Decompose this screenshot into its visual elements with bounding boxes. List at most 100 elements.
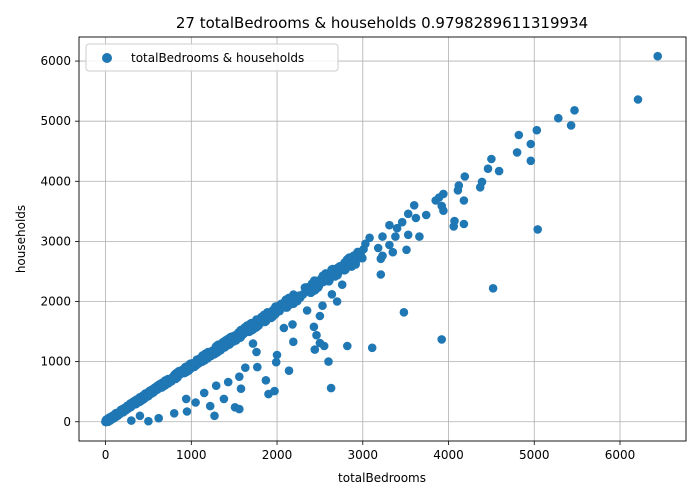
- data-point: [271, 309, 280, 319]
- data-point: [365, 233, 374, 243]
- data-point: [279, 323, 289, 333]
- data-point: [219, 394, 229, 404]
- data-point: [169, 409, 179, 418]
- data-point: [326, 383, 336, 393]
- data-point: [248, 339, 258, 348]
- x-tick-label: 6000: [605, 448, 636, 462]
- data-point: [319, 341, 329, 351]
- data-point: [183, 365, 192, 374]
- x-tick-label: 5000: [519, 448, 550, 462]
- data-point: [343, 341, 352, 351]
- data-point: [302, 306, 312, 315]
- data-point: [307, 279, 317, 288]
- data-point: [298, 290, 308, 299]
- data-point: [284, 366, 294, 376]
- data-point: [397, 217, 407, 227]
- data-point: [135, 411, 145, 421]
- data-point: [334, 265, 344, 274]
- chart-title: 27 totalBedrooms & households 0.97982896…: [176, 14, 588, 32]
- data-point: [315, 311, 325, 321]
- data-point: [289, 294, 299, 304]
- grid-lines: [79, 37, 686, 441]
- data-point: [223, 377, 233, 387]
- y-axis-ticks: 0 1000 2000 3000 4000 5000 6000: [40, 54, 79, 429]
- data-point: [483, 164, 493, 173]
- data-point: [411, 213, 421, 223]
- data-point: [453, 186, 463, 195]
- data-point: [310, 345, 320, 354]
- legend-box: [85, 43, 339, 72]
- data-point: [161, 376, 171, 385]
- data-point: [127, 416, 136, 425]
- data-point: [459, 219, 469, 229]
- data-point: [318, 301, 327, 311]
- data-point: [409, 201, 419, 210]
- data-point: [348, 253, 358, 262]
- data-point: [168, 374, 178, 384]
- x-axis-ticks: 0 1000 2000 3000 4000 5000 6000: [102, 441, 636, 462]
- data-point: [324, 357, 333, 366]
- data-point: [181, 394, 191, 404]
- data-point: [399, 308, 409, 317]
- data-point: [437, 335, 447, 344]
- data-point: [514, 130, 524, 140]
- data-point: [488, 284, 498, 293]
- data-point: [252, 362, 262, 372]
- data-point: [633, 95, 643, 104]
- data-point: [385, 220, 394, 230]
- data-point: [376, 270, 386, 279]
- data-point: [388, 247, 398, 257]
- x-tick-label: 4000: [433, 448, 464, 462]
- y-axis-label: households: [14, 205, 28, 273]
- data-point: [449, 222, 459, 231]
- plot-area-frame: [78, 36, 687, 442]
- data-point: [403, 230, 413, 240]
- y-tick-label: 1000: [40, 355, 71, 369]
- data-point: [261, 376, 271, 385]
- data-point: [191, 398, 200, 407]
- data-point: [376, 254, 386, 264]
- data-point: [252, 321, 261, 330]
- data-point: [319, 271, 329, 281]
- data-point: [653, 51, 662, 61]
- data-point: [312, 330, 321, 340]
- data-point: [359, 244, 368, 254]
- data-point: [314, 278, 324, 288]
- data-point: [475, 183, 485, 192]
- legend: totalBedrooms & households: [85, 43, 339, 72]
- data-point: [236, 384, 246, 394]
- data-point: [378, 232, 387, 241]
- data-point: [289, 337, 298, 347]
- data-points: [101, 51, 662, 427]
- data-point: [532, 125, 542, 135]
- data-point: [211, 381, 221, 391]
- data-point: [252, 347, 261, 357]
- data-point: [101, 417, 111, 427]
- y-tick-label: 4000: [40, 174, 71, 188]
- data-point: [272, 350, 282, 360]
- data-point: [337, 280, 347, 290]
- data-point: [421, 210, 431, 220]
- data-point: [459, 196, 469, 205]
- data-point: [115, 409, 124, 418]
- x-tick-label: 1000: [176, 448, 207, 462]
- data-point: [327, 265, 336, 274]
- y-tick-label: 5000: [40, 114, 71, 128]
- data-point: [327, 290, 337, 299]
- x-tick-label: 3000: [348, 448, 379, 462]
- data-point: [199, 388, 209, 398]
- data-point: [271, 357, 281, 367]
- data-point: [241, 363, 250, 373]
- data-point: [279, 302, 289, 312]
- x-tick-label: 0: [102, 448, 110, 462]
- x-axis-label: totalBedrooms: [338, 471, 426, 485]
- data-point: [235, 372, 244, 382]
- data-point: [526, 139, 536, 149]
- data-point: [487, 154, 496, 164]
- data-point: [367, 343, 377, 353]
- data-point: [219, 337, 228, 347]
- data-point: [392, 223, 402, 233]
- data-point: [373, 243, 383, 253]
- data-point: [526, 156, 536, 166]
- data-point: [431, 196, 441, 205]
